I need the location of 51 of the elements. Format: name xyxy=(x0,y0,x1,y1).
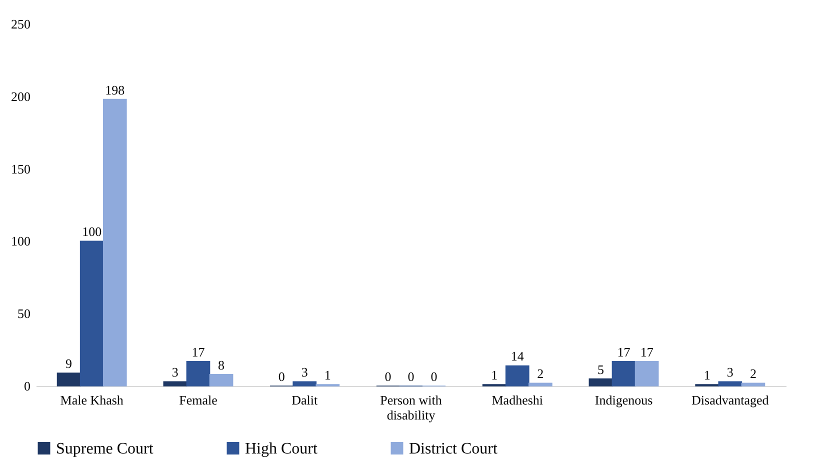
bar xyxy=(741,382,766,386)
y-tick-label: 100 xyxy=(11,234,30,249)
data-label: 2 xyxy=(537,366,544,382)
data-label: 8 xyxy=(218,357,225,372)
bar xyxy=(528,382,552,386)
y-tick-label: 0 xyxy=(24,378,30,394)
bar xyxy=(718,381,742,386)
data-label: 100 xyxy=(82,224,102,240)
bar xyxy=(209,374,234,386)
data-label: 5 xyxy=(597,362,604,377)
bar xyxy=(588,378,613,386)
bar xyxy=(102,98,127,386)
x-tick-label: Disadvantaged xyxy=(692,392,770,408)
bar xyxy=(186,360,210,386)
bar xyxy=(56,372,81,386)
data-label: 0 xyxy=(408,369,414,384)
data-label: 1 xyxy=(324,368,331,383)
y-tick-label: 250 xyxy=(11,16,30,32)
bar xyxy=(505,365,530,386)
data-label: 0 xyxy=(278,369,285,384)
data-label: 3 xyxy=(172,364,178,380)
bar xyxy=(292,381,317,386)
bar xyxy=(80,240,104,386)
data-label: 9 xyxy=(66,356,72,371)
data-label: 3 xyxy=(726,364,734,380)
y-tick-label: 200 xyxy=(11,88,30,104)
x-tick-label: Person with disability xyxy=(380,392,442,422)
x-tick-label: Dalit xyxy=(292,392,318,408)
legend-label: Supreme Court xyxy=(56,440,154,458)
data-label: 198 xyxy=(105,82,125,98)
data-label: 17 xyxy=(617,344,631,360)
legend-label: High Court xyxy=(245,440,318,458)
legend-label: District Court xyxy=(409,440,498,458)
x-tick-label: Female xyxy=(179,392,218,408)
data-label: 17 xyxy=(192,344,206,360)
data-label: 17 xyxy=(640,344,654,360)
data-label: 2 xyxy=(750,366,756,382)
x-tick-label: Male Khash xyxy=(60,392,124,408)
data-label: 14 xyxy=(510,348,524,364)
y-tick-label: 150 xyxy=(11,161,30,176)
data-label: 0 xyxy=(384,369,392,384)
x-tick-label: Madheshi xyxy=(492,392,544,408)
data-label: 1 xyxy=(491,368,498,383)
bar xyxy=(612,360,636,386)
x-tick-label: Indigenous xyxy=(594,392,653,408)
data-label: 3 xyxy=(301,364,308,380)
bar xyxy=(163,381,188,386)
data-label: 0 xyxy=(430,369,438,384)
y-tick-label: 50 xyxy=(18,306,30,322)
data-label: 1 xyxy=(704,368,710,383)
bar xyxy=(634,360,659,386)
